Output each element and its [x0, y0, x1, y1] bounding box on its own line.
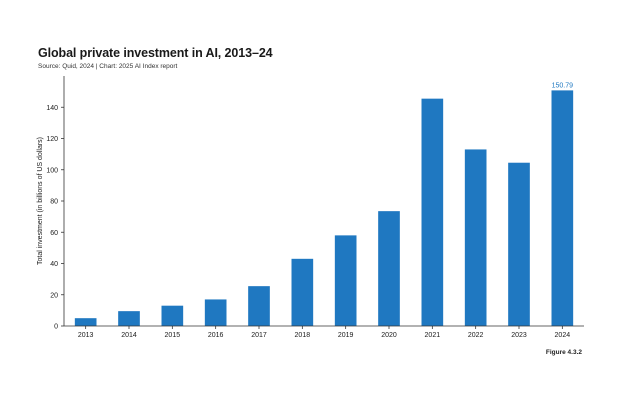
y-tick-label: 60 [50, 230, 58, 237]
bar-2024 [551, 90, 574, 326]
y-tick-label: 20 [50, 292, 58, 299]
bar-2020 [378, 211, 400, 326]
y-tick-label: 0 [54, 324, 58, 331]
chart-source: Source: Quid, 2024 | Chart: 2025 AI Inde… [38, 63, 178, 70]
data-label-2024: 150.79 [552, 82, 574, 89]
x-tick-label: 2017 [251, 332, 267, 339]
x-axis-ticks: 2013 2014 2015 2016 2017 2018 2019 2020 2021 2022… [78, 326, 570, 339]
bar-2013 [74, 318, 97, 326]
x-tick-label: 2015 [165, 332, 181, 339]
y-tick-label: 80 [50, 199, 58, 206]
x-tick-label: 2023 [511, 332, 527, 339]
x-tick-label: 2013 [78, 332, 94, 339]
bar-2014 [118, 311, 140, 326]
bar-2015 [161, 305, 184, 326]
x-tick-label: 2018 [295, 332, 311, 339]
x-tick-label: 2022 [468, 332, 484, 339]
bar-2022 [464, 149, 487, 326]
figure-label: Figure 4.3.2 [545, 349, 582, 356]
x-tick-label: 2020 [381, 332, 397, 339]
bar-2021 [421, 98, 444, 326]
bar-2018 [291, 258, 314, 326]
bar-2023 [508, 162, 530, 326]
y-tick-label: 40 [50, 261, 58, 268]
data-labels-group: 150.79 [552, 82, 574, 89]
x-tick-label: 2019 [338, 332, 354, 339]
x-tick-label: 2014 [121, 332, 137, 339]
y-tick-label: 100 [46, 167, 58, 174]
x-tick-label: 2024 [555, 332, 571, 339]
y-tick-label: 120 [46, 136, 58, 143]
y-axis-title: Total investment (in billions of US doll… [37, 137, 44, 265]
x-tick-label: 2016 [208, 332, 224, 339]
chart-title: Global private investment in AI, 2013–24 [38, 46, 273, 60]
bar-2016 [204, 299, 227, 326]
y-axis-ticks: 0 20 40 60 80 100 120 140 [46, 105, 64, 331]
y-tick-label: 140 [46, 105, 58, 112]
bar-2019 [334, 235, 357, 326]
x-tick-label: 2021 [425, 332, 441, 339]
bar-2017 [248, 286, 270, 326]
bars-group [74, 90, 574, 326]
